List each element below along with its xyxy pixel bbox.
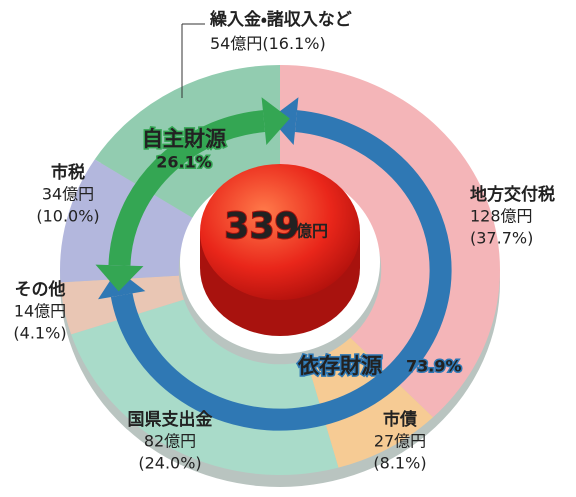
value-label: 27億円 (374, 432, 426, 451)
value-label: 54億円(16.1%) (210, 34, 326, 53)
category-label: 市債 (383, 409, 417, 430)
cylinder-top (200, 164, 360, 300)
category-label: その他 (15, 279, 66, 300)
group-percent: 26.1% (156, 153, 212, 172)
percent: (16.1%) (262, 34, 325, 53)
category-label: 市税 (51, 162, 85, 183)
total-value: 339 (224, 206, 299, 247)
total-unit: 億円 (295, 222, 328, 241)
value-label: 14億円 (14, 302, 66, 321)
labels: 地方交付税 128億円 (37.7%) 市債 27億円 (8.1%) 国県支出金 82億円 (2… (13, 9, 555, 473)
percent-label: (4.1%) (13, 324, 66, 343)
percent-label: (24.0%) (138, 454, 201, 473)
group-name: 依存財源 (297, 354, 382, 378)
group-arrow (108, 110, 266, 266)
donut-segment (280, 65, 500, 418)
value-label: 34億円 (42, 185, 94, 204)
category-label: 繰入金・諸収入など (210, 9, 352, 30)
amount: 54億円 (210, 34, 262, 53)
arrow-head (95, 264, 144, 292)
value-label: 128億円 (470, 207, 533, 226)
category-label: 国県支出金 (128, 409, 213, 430)
group-percent: 73.9% (406, 357, 462, 376)
arrow-head (261, 97, 290, 145)
value-label: 82億円 (144, 432, 196, 451)
group-name: 自主財源 (142, 127, 226, 151)
percent-label: (10.0%) (36, 207, 99, 226)
percent-label: (8.1%) (373, 454, 426, 473)
group-arrow (110, 110, 452, 431)
category-label: 地方交付税 (470, 184, 555, 205)
arrows: 依存財源 73.9% 自主財源 26.1% (95, 97, 463, 431)
percent-label: (37.7%) (470, 229, 533, 248)
